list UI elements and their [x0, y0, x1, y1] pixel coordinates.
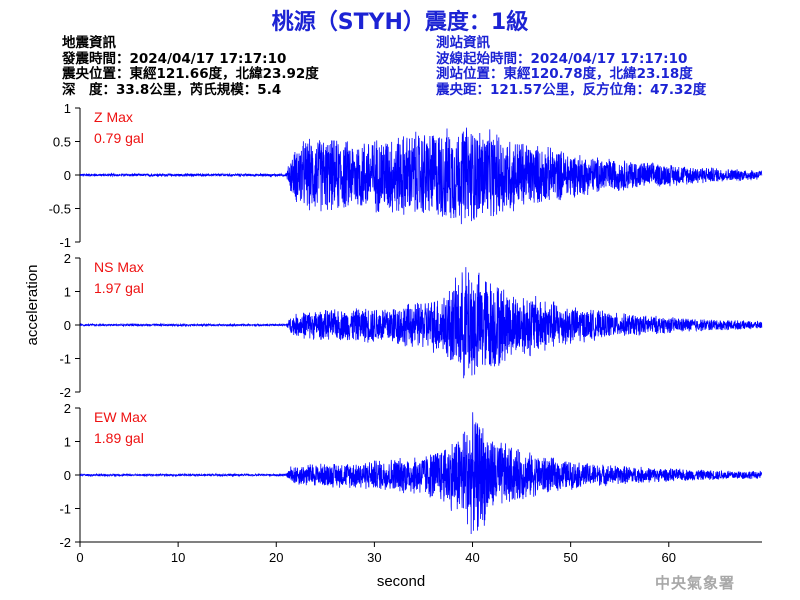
y-tick-label: 2	[64, 401, 71, 416]
waveform-line	[79, 267, 763, 379]
epicenter: 震央位置：東經121.66度，北緯23.92度	[62, 66, 319, 82]
y-tick-label: -1	[59, 502, 71, 517]
station-location: 測站位置：東經120.78度，北緯23.18度	[436, 66, 693, 82]
quake-info-heading: 地震資訊	[62, 35, 116, 51]
y-tick-label: -2	[59, 535, 71, 550]
panel-1: 2 1 0 -1 -2 NS Max 1.97 gal	[59, 251, 763, 400]
y-tick-label: -0.5	[49, 202, 71, 217]
panel-2: 2 1 0 -1 -2 EW Max 1.89 gal	[59, 401, 763, 550]
chart-title: 桃源（STYH）震度：1級	[271, 10, 529, 35]
x-axis-label: second	[377, 573, 425, 590]
series-name-label: EW Max	[94, 409, 147, 425]
y-tick-label: 2	[64, 251, 71, 266]
y-tick-label: -2	[59, 385, 71, 400]
x-axis: 0 10 20 30 40 50 60	[76, 541, 762, 565]
wave-start-time: 波線起始時間：2024/04/17 17:17:10	[436, 50, 688, 67]
series-max-label: 1.97 gal	[94, 280, 144, 296]
depth-magnitude: 深 度：33.8公里，芮氏規模：5.4	[62, 81, 282, 98]
y-tick-label: 0	[64, 168, 71, 183]
station-info-panel: 測站資訊 波線起始時間：2024/04/17 17:17:10 測站位置：東經1…	[436, 35, 707, 98]
series-name-label: NS Max	[94, 259, 144, 275]
y-tick-label: -1	[59, 235, 71, 250]
y-tick-label: 1	[64, 285, 71, 300]
series-name-label: Z Max	[94, 109, 133, 125]
y-tick-label: 0	[64, 468, 71, 483]
x-tick-label: 50	[563, 550, 577, 565]
distance-azimuth: 震央距：121.57公里，反方位角：47.32度	[436, 81, 707, 98]
series-max-label: 1.89 gal	[94, 430, 144, 446]
x-tick-label: 0	[76, 550, 83, 565]
origin-time: 發震時間：2024/04/17 17:17:10	[62, 50, 287, 67]
panel-0: 1 0.5 0 -0.5 -1 Z Max 0.79 gal	[49, 101, 763, 250]
x-tick-label: 10	[171, 550, 185, 565]
y-axis-label: acceleration	[24, 265, 41, 346]
series-max-label: 0.79 gal	[94, 130, 144, 146]
x-tick-label: 20	[269, 550, 283, 565]
y-tick-label: 1	[64, 101, 71, 116]
station-info-heading: 測站資訊	[436, 35, 490, 51]
waveform-line	[79, 127, 763, 225]
quake-info-panel: 地震資訊 發震時間：2024/04/17 17:17:10 震央位置：東經121…	[62, 35, 319, 98]
x-tick-label: 30	[367, 550, 381, 565]
y-tick-label: -1	[59, 352, 71, 367]
x-tick-label: 60	[662, 550, 676, 565]
y-tick-label: 1	[64, 435, 71, 450]
x-tick-label: 40	[465, 550, 479, 565]
waveform-line	[79, 412, 763, 534]
y-tick-label: 0	[64, 318, 71, 333]
watermark: 中央氣象署	[655, 574, 736, 592]
y-tick-label: 0.5	[53, 135, 71, 150]
